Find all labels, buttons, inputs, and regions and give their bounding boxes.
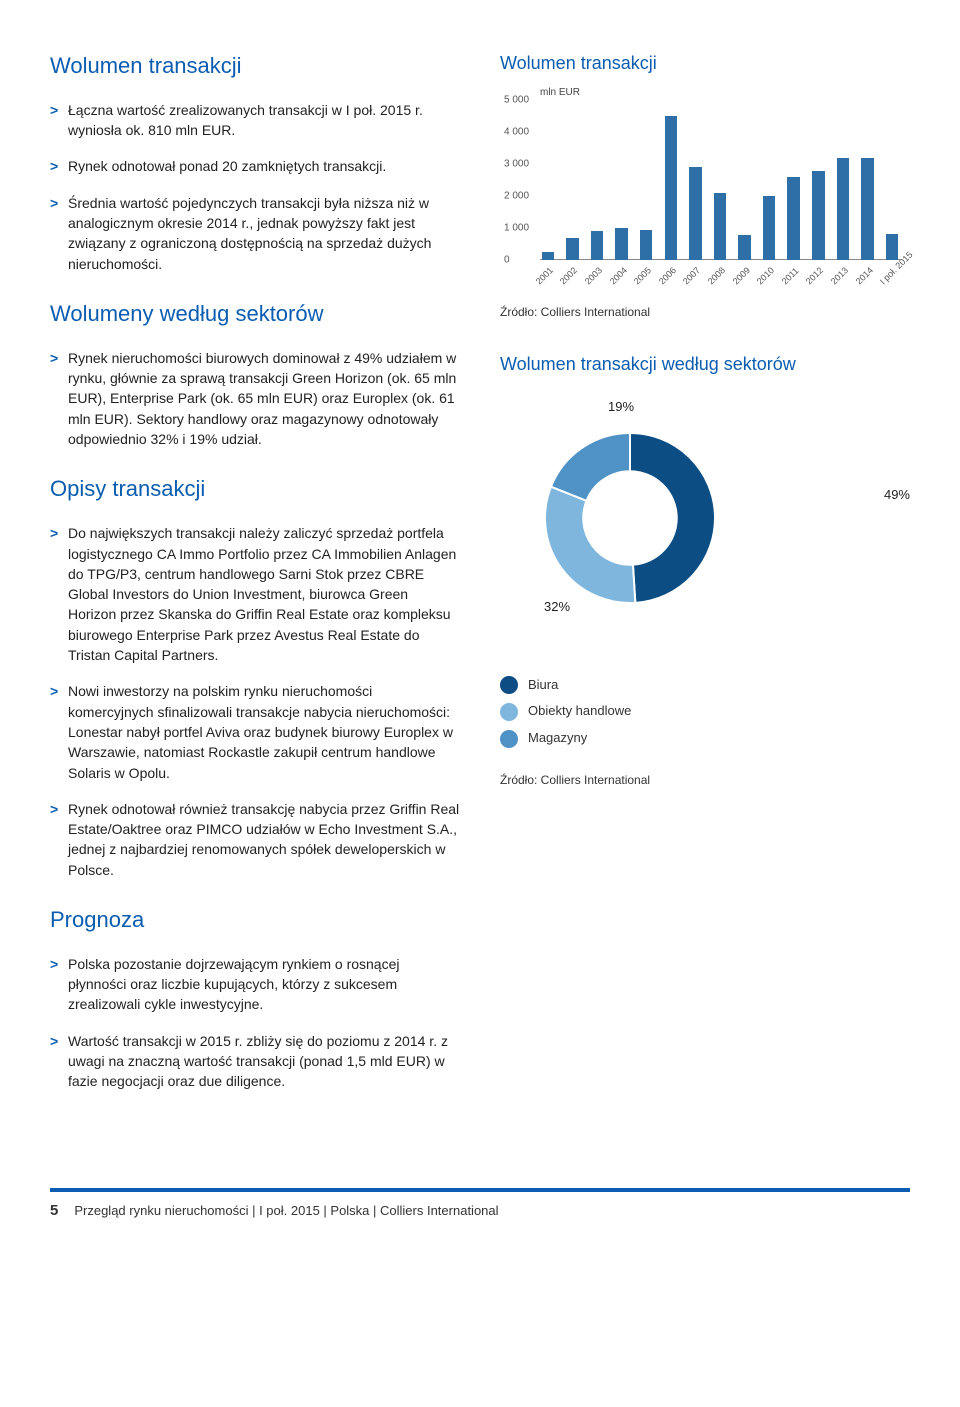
bar-xlabel: 2012	[803, 265, 826, 288]
bar-chart-ytick: 5 000	[504, 93, 529, 108]
legend-label: Magazyny	[528, 729, 587, 748]
right-column: Wolumen transakcji mln EUR 2001200220032…	[500, 50, 910, 1108]
bar-item: 2010	[761, 100, 777, 260]
bar-item: 2001	[540, 100, 556, 260]
bar-rect	[542, 252, 555, 260]
bar-chart-ytick: 3 000	[504, 157, 529, 172]
legend-swatch-icon	[500, 703, 518, 721]
donut-label-obiekty: 32%	[544, 598, 570, 617]
bar-xlabel: 2005	[631, 265, 654, 288]
donut-chart-svg	[500, 398, 760, 628]
heading-prognoza: Prognoza	[50, 904, 460, 936]
bar-chart: mln EUR 20012002200320042005200620072008…	[500, 86, 910, 296]
legend-swatch-icon	[500, 676, 518, 694]
bar-rect	[665, 116, 678, 260]
bar-item: 2005	[638, 100, 654, 260]
page-number: 5	[50, 1200, 58, 1222]
donut-chart: 49% 32% 19%	[500, 398, 910, 658]
bar-xlabel: 2002	[558, 265, 581, 288]
bar-chart-plot-area: 2001 2002 2003 2004 2005 2006 2007 2008 2009 2010…	[540, 100, 900, 260]
bar-xlabel: 2014	[853, 265, 876, 288]
bar-rect	[787, 177, 800, 260]
donut-chart-source: Źródło: Colliers International	[500, 772, 910, 789]
bar-rect	[861, 158, 874, 260]
donut-slice	[551, 433, 630, 501]
bar-rect	[689, 167, 702, 260]
bar-chart-source: Źródło: Colliers International	[500, 304, 910, 321]
bullet-item: Rynek nieruchomości biurowych dominował …	[50, 348, 460, 449]
bar-xlabel: 2013	[828, 265, 851, 288]
bullet-item: Średnia wartość pojedynczych transakcji …	[50, 193, 460, 274]
bar-item: 2006	[663, 100, 679, 260]
donut-chart-title: Wolumen transakcji według sektorów	[500, 351, 910, 377]
bar-item: 2002	[565, 100, 581, 260]
legend-item-magazyny: Magazyny	[500, 729, 910, 748]
bar-chart-y-label: mln EUR	[540, 86, 580, 101]
legend-swatch-icon	[500, 730, 518, 748]
bullets-wolumen: Łączna wartość zrealizowanych transakcji…	[50, 100, 460, 274]
donut-label-magazyny: 19%	[608, 398, 634, 417]
bar-item: 2008	[712, 100, 728, 260]
heading-opisy-transakcji: Opisy transakcji	[50, 473, 460, 505]
bar-rect	[714, 193, 727, 260]
bar-item: 2014	[860, 100, 876, 260]
bar-chart-ytick: 0	[504, 253, 510, 268]
bar-rect	[615, 228, 628, 260]
left-column: Wolumen transakcji Łączna wartość zreali…	[50, 50, 460, 1108]
bar-item: 2003	[589, 100, 605, 260]
bar-xlabel: 2003	[582, 265, 605, 288]
legend-item-obiekty: Obiekty handlowe	[500, 702, 910, 721]
bullet-item: Nowi inwestorzy na polskim rynku nieruch…	[50, 681, 460, 782]
bar-rect	[591, 231, 604, 260]
bar-rect	[640, 230, 653, 260]
donut-legend: Biura Obiekty handlowe Magazyny	[500, 676, 910, 749]
donut-slice	[545, 486, 635, 602]
footer-text: Przegląd rynku nieruchomości | I poł. 20…	[74, 1202, 498, 1221]
bar-item: 2012	[811, 100, 827, 260]
two-column-layout: Wolumen transakcji Łączna wartość zreali…	[50, 50, 910, 1108]
legend-label: Biura	[528, 676, 558, 695]
page-footer: 5 Przegląd rynku nieruchomości | I poł. …	[50, 1188, 910, 1222]
bullet-item: Polska pozostanie dojrzewającym rynkiem …	[50, 954, 460, 1015]
bar-xlabel: 2009	[730, 265, 753, 288]
bullet-item: Wartość transakcji w 2015 r. zbliży się …	[50, 1031, 460, 1092]
bar-item: 2009	[737, 100, 753, 260]
bar-xlabel: 2004	[607, 265, 630, 288]
bar-item: 2007	[688, 100, 704, 260]
bar-chart-bars-row: 2001 2002 2003 2004 2005 2006 2007 2008 2009 2010…	[540, 100, 900, 260]
bullets-opisy: Do największych transakcji należy zalicz…	[50, 523, 460, 880]
bar-rect	[812, 171, 825, 261]
bullet-item: Rynek odnotował ponad 20 zamkniętych tra…	[50, 156, 460, 176]
donut-label-biura: 49%	[884, 486, 910, 505]
bar-item: I poł. 2015	[884, 100, 900, 260]
bullet-item: Rynek odnotował również transakcję nabyc…	[50, 799, 460, 880]
bar-xlabel: 2001	[533, 265, 556, 288]
bar-rect	[763, 196, 776, 260]
heading-wolumen-transakcji: Wolumen transakcji	[50, 50, 460, 82]
bar-xlabel: 2010	[754, 265, 777, 288]
bar-xlabel: 2008	[705, 265, 728, 288]
heading-wolumeny-sektorow: Wolumeny według sektorów	[50, 298, 460, 330]
bar-chart-ytick: 4 000	[504, 125, 529, 140]
bar-chart-ytick: 1 000	[504, 221, 529, 236]
bullets-prognoza: Polska pozostanie dojrzewającym rynkiem …	[50, 954, 460, 1092]
bullets-sektory: Rynek nieruchomości biurowych dominował …	[50, 348, 460, 449]
bar-item: 2013	[835, 100, 851, 260]
bar-item: 2011	[786, 100, 802, 260]
bar-xlabel: 2006	[656, 265, 679, 288]
legend-label: Obiekty handlowe	[528, 702, 631, 721]
bar-chart-title: Wolumen transakcji	[500, 50, 910, 76]
bar-rect	[886, 234, 899, 260]
donut-slice	[630, 433, 715, 603]
bar-xlabel: 2007	[680, 265, 703, 288]
bar-rect	[738, 235, 751, 261]
legend-item-biura: Biura	[500, 676, 910, 695]
bar-rect	[566, 238, 579, 260]
bar-item: 2004	[614, 100, 630, 260]
bullet-item: Do największych transakcji należy zalicz…	[50, 523, 460, 665]
bar-xlabel: 2011	[779, 265, 802, 288]
bar-rect	[837, 158, 850, 260]
bullet-item: Łączna wartość zrealizowanych transakcji…	[50, 100, 460, 141]
bar-chart-ytick: 2 000	[504, 189, 529, 204]
